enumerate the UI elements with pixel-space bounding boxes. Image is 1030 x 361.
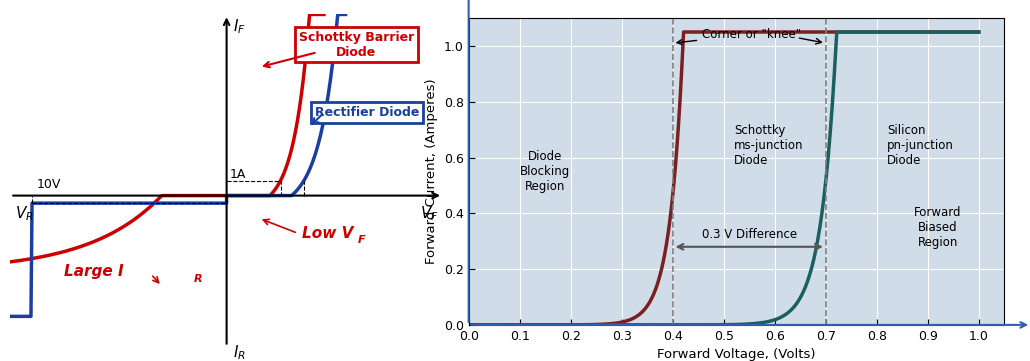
Text: Forward
Biased
Region: Forward Biased Region xyxy=(915,206,962,249)
Text: Corner or "knee": Corner or "knee" xyxy=(677,27,801,44)
Text: Large I: Large I xyxy=(64,264,124,279)
Text: $V_R$: $V_R$ xyxy=(14,205,33,223)
Text: Rectifier Diode: Rectifier Diode xyxy=(315,106,419,119)
Text: 10V: 10V xyxy=(36,178,61,191)
Y-axis label: Forward Current, (Amperes): Forward Current, (Amperes) xyxy=(425,79,438,264)
Text: F: F xyxy=(357,235,365,245)
Text: Silicon
pn-junction
Diode: Silicon pn-junction Diode xyxy=(887,124,954,167)
Text: Schottky Barrier
Diode: Schottky Barrier Diode xyxy=(299,31,414,58)
Text: $I_R$: $I_R$ xyxy=(233,344,246,361)
X-axis label: Forward Voltage, (Volts): Forward Voltage, (Volts) xyxy=(657,348,816,361)
Text: 0.3 V Difference: 0.3 V Difference xyxy=(701,228,797,241)
Text: 1A: 1A xyxy=(230,168,246,180)
Text: Low V: Low V xyxy=(303,226,353,241)
Text: R: R xyxy=(194,274,203,284)
Text: $V_F$: $V_F$ xyxy=(420,205,439,223)
Text: Schottky
ms-junction
Diode: Schottky ms-junction Diode xyxy=(734,124,803,167)
Text: $I_F$: $I_F$ xyxy=(233,17,246,36)
Text: Diode
Blocking
Region: Diode Blocking Region xyxy=(520,150,571,193)
